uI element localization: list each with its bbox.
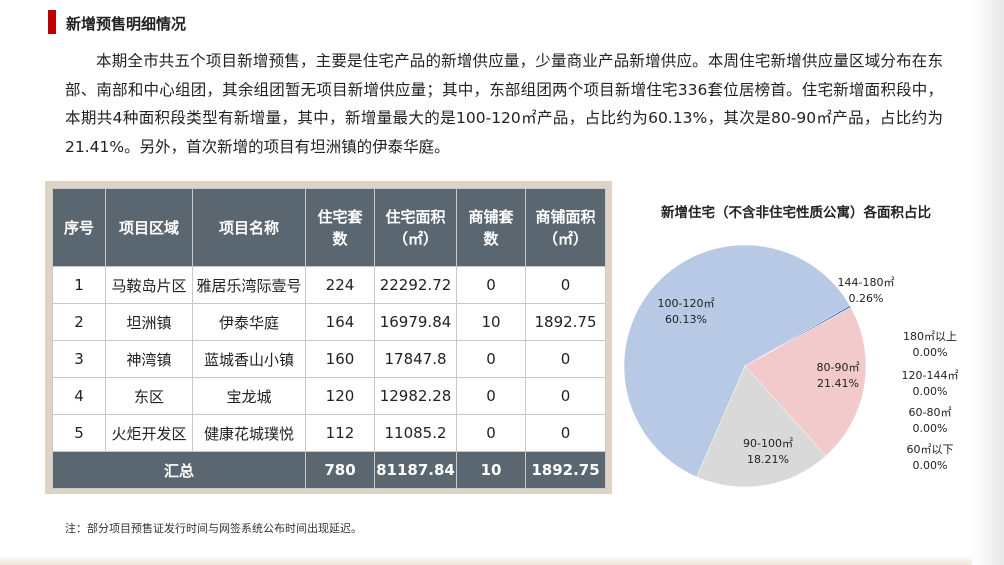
total-cell: 1892.75 <box>525 451 606 489</box>
table-cell: 11085.2 <box>374 414 457 452</box>
pie-slice <box>623 244 851 478</box>
table-cell: 健康花城璞悦 <box>192 414 306 452</box>
total-cell: 780 <box>305 451 375 489</box>
table-cell: 17847.8 <box>374 340 457 378</box>
header-cell: 商铺套数 <box>456 188 526 267</box>
slice-value: 0.00% <box>913 346 948 359</box>
sales-table: 序号 项目区域 项目名称 住宅套数 住宅面积（㎡） 商铺套数 商铺面积（㎡） 1 马鞍岛片区 雅居… <box>52 188 606 489</box>
total-label: 汇总 <box>52 451 306 489</box>
chart-title: 新增住宅（不含非住宅性质公寓）各面积占比 <box>661 204 931 221</box>
table-cell: 164 <box>305 303 375 341</box>
slice-category: 100-120㎡ <box>658 297 715 310</box>
table-cell: 1892.75 <box>525 303 606 341</box>
table-cell: 0 <box>456 340 526 378</box>
header-cell: 序号 <box>52 188 106 267</box>
table-row: 3 神湾镇 蓝城香山小镇 160 17847.8 0 0 <box>52 340 606 378</box>
table-cell: 0 <box>456 377 526 415</box>
footnote: 注：部分项目预售证发行时间与网签系统公布时间出现延迟。 <box>65 522 362 535</box>
table-cell: 5 <box>52 414 106 452</box>
table-cell: 10 <box>456 303 526 341</box>
slice-value: 21.41% <box>817 377 859 390</box>
slice-value: 0.00% <box>913 459 948 472</box>
slice-category: 90-100㎡ <box>743 437 793 450</box>
slice-category: 120-144㎡ <box>902 369 959 382</box>
table-cell: 马鞍岛片区 <box>105 266 193 304</box>
table-cell: 0 <box>525 414 606 452</box>
table-row: 2 坦洲镇 伊泰华庭 164 16979.84 10 1892.75 <box>52 303 606 341</box>
summary-text: 本期全市共五个项目新增预售，主要是住宅产品的新增供应量，少量商业产品新增供应。本… <box>65 52 943 156</box>
table-cell: 12982.28 <box>374 377 457 415</box>
header-cell: 住宅面积（㎡） <box>374 188 457 267</box>
slice-category: 60㎡以下 <box>907 443 954 456</box>
slice-value: 60.13% <box>665 313 707 326</box>
table-cell: 坦洲镇 <box>105 303 193 341</box>
table-cell: 0 <box>525 266 606 304</box>
side-strip <box>972 0 1004 565</box>
table-cell: 宝龙城 <box>192 377 306 415</box>
total-cell: 81187.84 <box>374 451 457 489</box>
slide-title: 新增预售明细情况 <box>66 15 187 33</box>
table-cell: 1 <box>52 266 106 304</box>
table-cell: 0 <box>456 414 526 452</box>
footer-strip <box>0 555 972 565</box>
table-cell: 雅居乐湾际壹号 <box>192 266 306 304</box>
slice-category: 80-90㎡ <box>817 361 860 374</box>
header-row: 序号 项目区域 项目名称 住宅套数 住宅面积（㎡） 商铺套数 商铺面积（㎡） <box>52 188 606 267</box>
slice-value: 0.00% <box>913 422 948 435</box>
title-marker <box>48 10 56 34</box>
pie-slice <box>744 306 867 457</box>
table-cell: 0 <box>525 377 606 415</box>
slice-value: 18.21% <box>747 453 789 466</box>
table-row: 4 东区 宝龙城 120 12982.28 0 0 <box>52 377 606 415</box>
slice-category: 180㎡以上 <box>903 330 957 343</box>
slice-value: 0.26% <box>849 292 884 305</box>
table-cell: 224 <box>305 266 375 304</box>
table-row: 5 火炬开发区 健康花城璞悦 112 11085.2 0 0 <box>52 414 606 452</box>
table-cell: 伊泰华庭 <box>192 303 306 341</box>
table-cell: 火炬开发区 <box>105 414 193 452</box>
table-cell: 3 <box>52 340 106 378</box>
slice-category: 60-80㎡ <box>909 406 952 419</box>
header-cell: 住宅套数 <box>305 188 375 267</box>
table-cell: 160 <box>305 340 375 378</box>
table-cell: 0 <box>456 266 526 304</box>
header-cell: 商铺面积（㎡） <box>525 188 606 267</box>
total-cell: 10 <box>456 451 526 489</box>
slice-category: 144-180㎡ <box>838 276 895 289</box>
table-cell: 120 <box>305 377 375 415</box>
total-row: 汇总 780 81187.84 10 1892.75 <box>52 451 606 489</box>
table-cell: 东区 <box>105 377 193 415</box>
header-cell: 项目名称 <box>192 188 306 267</box>
slice-value: 0.00% <box>913 385 948 398</box>
header-cell: 项目区域 <box>105 188 193 267</box>
pie-slice <box>696 365 827 488</box>
table-cell: 4 <box>52 377 106 415</box>
